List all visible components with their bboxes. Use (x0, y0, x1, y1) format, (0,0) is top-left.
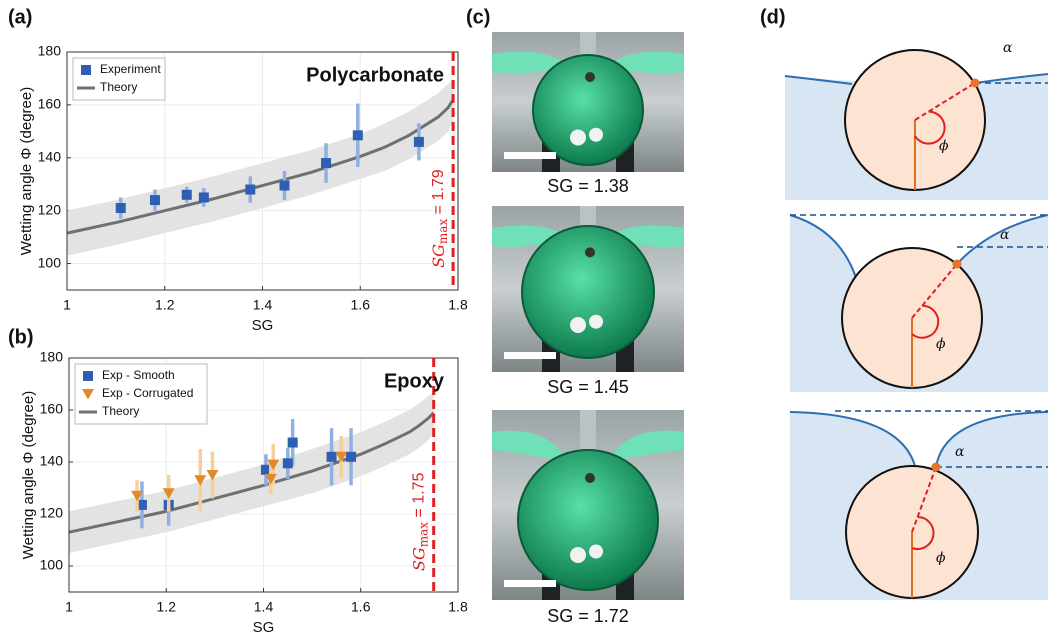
y-tick-label: 140 (40, 453, 64, 469)
marker (414, 137, 424, 147)
marker (346, 452, 356, 462)
photo-sphere (533, 55, 643, 165)
marker (245, 185, 255, 195)
y-tick-label: 180 (38, 43, 62, 59)
legend-label: Theory (102, 404, 139, 418)
contact-point (932, 463, 941, 472)
x-tick-label: 1 (65, 599, 73, 615)
x-tick-label: 1.8 (448, 599, 468, 615)
x-tick-label: 1.2 (157, 599, 177, 615)
photo-sphere (518, 450, 658, 590)
alpha-label: α (955, 444, 965, 460)
figure: (a) (b) (c) (d) 100 120 140 160 180 1 1.2 1.4 1.… (0, 0, 1048, 641)
photo-bubble (585, 473, 595, 483)
marker (83, 371, 93, 381)
x-tick-label: 1.4 (254, 599, 274, 615)
phi-label: ϕ (939, 138, 949, 154)
legend-label: Experiment (100, 62, 161, 76)
scale-bar (504, 580, 556, 587)
marker (81, 65, 91, 75)
x-tick-label: 1.2 (155, 297, 175, 313)
photo-bead (570, 130, 586, 146)
photo-bead (589, 545, 603, 559)
panel-label: (c) (466, 6, 490, 28)
marker (182, 190, 192, 200)
page: (a) (b) (c) (d) 100 120 140 160 180 1 1.2 1.4 1.… (0, 0, 1048, 641)
phi-label: ϕ (936, 550, 946, 566)
photo-caption: SG = 1.45 (547, 377, 629, 397)
marker (353, 130, 363, 140)
alpha-label: α (1000, 227, 1010, 243)
contact-point (953, 260, 962, 269)
y-tick-label: 120 (40, 505, 64, 521)
x-tick-label: 1.6 (351, 297, 371, 313)
phi-label: ϕ (936, 336, 946, 352)
legend-label: Exp - Smooth (102, 368, 175, 382)
annotation: Polycarbonate (306, 64, 444, 86)
photo-bubble (585, 72, 595, 82)
photo-bead (570, 547, 586, 563)
sg-max-sub: max (436, 219, 450, 245)
photo-caption: SG = 1.72 (547, 606, 629, 626)
marker (321, 158, 331, 168)
x-axis-label: SG (253, 619, 275, 636)
marker (150, 195, 160, 205)
marker (283, 458, 293, 468)
y-tick-label: 100 (40, 557, 64, 573)
y-tick-label: 160 (40, 401, 64, 417)
x-tick-label: 1 (63, 297, 71, 313)
alpha-label: α (1003, 40, 1013, 56)
photo-bead (589, 128, 603, 142)
scale-bar (504, 152, 556, 159)
x-tick-label: 1.6 (351, 599, 371, 615)
marker (327, 452, 337, 462)
legend-label: Exp - Corrugated (102, 386, 193, 400)
panel-label: (b) (8, 326, 34, 348)
scale-bar (504, 352, 556, 359)
panel-label: (a) (8, 6, 32, 28)
annotation: Epoxy (384, 370, 445, 392)
sg-max-suffix: = 1.75 (411, 472, 428, 521)
y-tick-label: 180 (40, 349, 64, 365)
y-tick-label: 140 (38, 148, 62, 164)
sg-max-sub: max (416, 522, 430, 548)
contact-point (971, 79, 980, 88)
x-axis-label: SG (252, 317, 274, 334)
sg-max-label: SGmax = 1.79 (429, 169, 450, 268)
sg-max-prefix: SG (429, 244, 448, 268)
x-tick-label: 1.8 (448, 297, 468, 313)
photo-bead (570, 317, 586, 333)
y-axis-label: Wetting angle Φ (degree) (18, 87, 35, 255)
y-tick-label: 120 (38, 201, 62, 217)
photo-caption: SG = 1.38 (547, 176, 629, 196)
marker (199, 192, 209, 202)
sg-max-suffix: = 1.79 (430, 169, 447, 218)
sg-max-label: SGmax = 1.75 (409, 472, 430, 571)
y-tick-label: 160 (38, 96, 62, 112)
sg-max-prefix: SG (409, 547, 428, 571)
y-axis-label: Wetting angle Φ (degree) (20, 391, 37, 559)
panel-label: (d) (760, 6, 786, 28)
x-tick-label: 1.4 (253, 297, 273, 313)
photo-bead (589, 315, 603, 329)
photo-sphere (522, 226, 654, 358)
legend-label: Theory (100, 80, 137, 94)
photo-bubble (585, 247, 595, 257)
marker (116, 203, 126, 213)
marker (288, 438, 298, 448)
y-tick-label: 100 (38, 254, 62, 270)
marker (279, 181, 289, 191)
